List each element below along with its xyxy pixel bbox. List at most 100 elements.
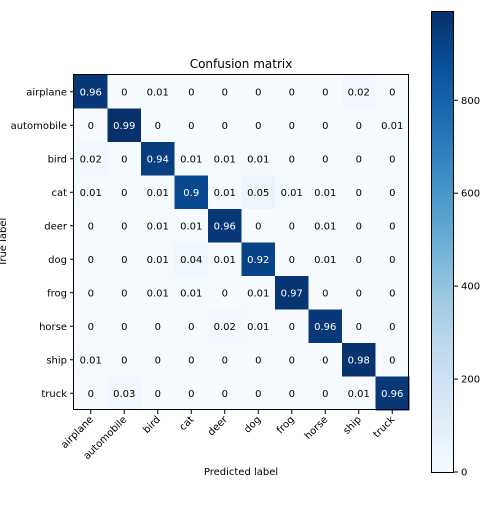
cell-value-label: 0 (121, 221, 127, 232)
cell-value-label: 0.98 (348, 355, 370, 366)
cell-value-label: 0 (255, 121, 261, 132)
heatmap-cell (74, 309, 108, 344)
cell-value-label: 0 (121, 154, 127, 165)
heatmap-cell (241, 242, 276, 277)
cell-value-label: 0 (222, 355, 228, 366)
heatmap-cell (342, 242, 376, 277)
y-tick-label: deer (44, 221, 68, 232)
heatmap-cell (342, 75, 376, 109)
heatmap-cell (308, 175, 343, 210)
y-tick-label: dog (48, 255, 67, 266)
cell-value-label: 0 (121, 188, 127, 199)
heatmap-cell (375, 75, 410, 109)
cell-value-label: 0 (322, 389, 328, 400)
cell-value-label: 0 (222, 87, 228, 98)
cell-value-label: 0.01 (348, 389, 370, 400)
cell-value-label: 0 (389, 355, 395, 366)
cell-value-label: 0 (255, 87, 261, 98)
colorbar-tick-label: 800 (461, 96, 480, 107)
cell-value-label: 0.96 (381, 389, 403, 400)
cell-value-label: 0.01 (80, 188, 102, 199)
heatmap-cell (342, 376, 376, 411)
cell-value-label: 0.01 (147, 221, 169, 232)
cell-value-label: 0 (121, 322, 127, 333)
heatmap-cell (74, 142, 108, 176)
colorbar-tick-label: 0 (461, 468, 467, 479)
cell-value-label: 0 (255, 389, 261, 400)
cell-value-label: 0 (88, 389, 94, 400)
heatmap-cell (308, 343, 343, 377)
cell-value-label: 0 (188, 355, 194, 366)
cell-value-label: 0.97 (281, 288, 303, 299)
x-tick-label: truck (371, 414, 397, 440)
heatmap-cell (174, 108, 209, 143)
cell-value-label: 0 (121, 87, 127, 98)
heatmap-cell (174, 376, 209, 411)
heatmap-cell (308, 376, 343, 411)
x-tick-label: cat (178, 414, 197, 433)
cell-value-label: 0.01 (180, 288, 202, 299)
heatmap-cell (375, 309, 410, 344)
heatmap-cell (74, 276, 108, 310)
heatmap-cell (275, 209, 309, 243)
heatmap-cell (241, 276, 276, 310)
heatmap-cell (241, 75, 276, 109)
cell-value-label: 0.01 (180, 154, 202, 165)
cell-value-label: 0.01 (147, 188, 169, 199)
cell-value-label: 0.01 (214, 188, 236, 199)
chart-title: Confusion matrix (190, 57, 293, 71)
cell-value-label: 0 (356, 188, 362, 199)
heatmap-cell (107, 209, 142, 243)
cell-value-label: 0 (389, 221, 395, 232)
heatmap-cell (141, 209, 175, 243)
cell-value-label: 0.02 (80, 154, 102, 165)
heatmap-cell (107, 75, 142, 109)
cell-value-label: 0.01 (314, 188, 336, 199)
cell-value-label: 0.01 (147, 87, 169, 98)
cell-value-label: 0 (289, 355, 295, 366)
heatmap-cell-labels: 0.96 0 0.01 0 0 0 0 0 0.02 0 0 0.99 0 0 0 0 0 0 0 0.01 0.02 0… (80, 87, 404, 400)
heatmap-cell (375, 209, 410, 243)
cell-value-label: 0.02 (214, 322, 236, 333)
cell-value-label: 0.01 (314, 221, 336, 232)
heatmap-cell (141, 142, 175, 176)
cell-value-label: 0 (188, 322, 194, 333)
cell-value-label: 0 (289, 121, 295, 132)
cell-value-label: 0.01 (80, 355, 102, 366)
heatmap-cell (74, 376, 108, 411)
cell-value-label: 0 (322, 355, 328, 366)
cell-value-label: 0.96 (80, 87, 102, 98)
heatmap-cell (241, 343, 276, 377)
cell-value-label: 0 (121, 255, 127, 266)
cell-value-label: 0.05 (247, 188, 269, 199)
heatmap-cell (375, 108, 410, 143)
heatmap-cell (107, 242, 142, 277)
heatmap-cell (208, 75, 242, 109)
cell-value-label: 0 (322, 288, 328, 299)
heatmap-cell (241, 209, 276, 243)
heatmap-cells (74, 75, 410, 411)
heatmap-cell (174, 75, 209, 109)
heatmap-cell (174, 142, 209, 176)
heatmap-cell (375, 142, 410, 176)
heatmap-cell (74, 209, 108, 243)
cell-value-label: 0.01 (214, 154, 236, 165)
heatmap-cell (141, 108, 175, 143)
heatmap-cell (275, 276, 309, 310)
heatmap-cell (208, 343, 242, 377)
heatmap-cell (107, 108, 142, 143)
cell-value-label: 0 (389, 255, 395, 266)
cell-value-label: 0 (222, 389, 228, 400)
heatmap-cell (241, 142, 276, 176)
heatmap-cell (208, 175, 242, 210)
cell-value-label: 0.01 (314, 255, 336, 266)
x-tick-label: bird (141, 414, 163, 436)
cell-value-label: 0 (188, 87, 194, 98)
cell-value-label: 0.96 (214, 221, 236, 232)
heatmap-cell (308, 276, 343, 310)
heatmap-cell (308, 242, 343, 277)
cell-value-label: 0 (88, 221, 94, 232)
x-tick-label: frog (275, 414, 297, 436)
x-tick-label: deer (206, 414, 231, 439)
